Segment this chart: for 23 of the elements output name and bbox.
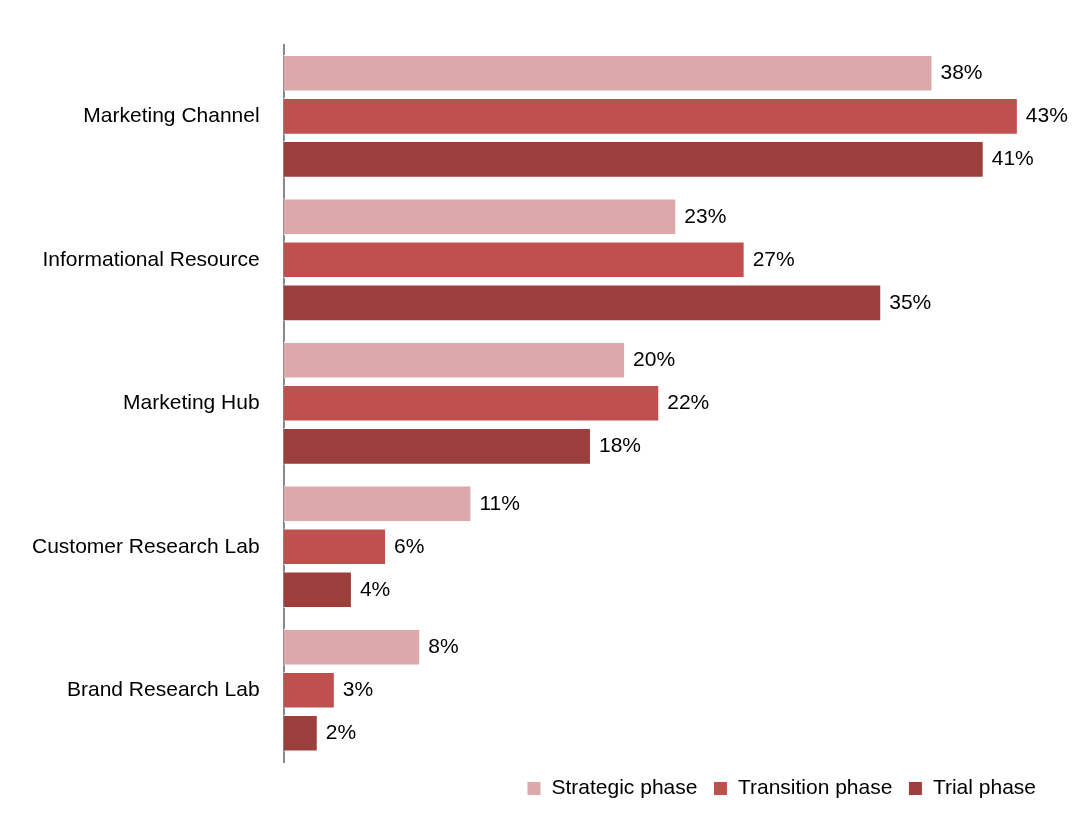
data-label: 27%: [752, 246, 795, 270]
data-label: 41%: [991, 146, 1034, 170]
data-label: 23%: [684, 203, 727, 227]
data-label: 6%: [394, 533, 425, 557]
data-label: 43%: [1025, 103, 1068, 127]
data-label: 38%: [940, 60, 983, 84]
y-tick-label: Marketing Channel: [83, 103, 260, 127]
data-label: 22%: [667, 390, 710, 414]
legend-label: Trial phase: [932, 775, 1037, 799]
data-label: 20%: [633, 347, 676, 371]
y-tick-label: Brand Research Lab: [66, 677, 260, 701]
data-label: 3%: [342, 677, 374, 701]
data-label: 8%: [428, 634, 459, 658]
data-label: 4%: [359, 576, 391, 600]
data-label: 2%: [325, 720, 357, 744]
data-label: 18%: [598, 433, 641, 457]
data-label: 11%: [479, 490, 520, 514]
y-tick-label: Marketing Hub: [123, 390, 260, 414]
legend-label: Strategic phase: [551, 775, 698, 799]
y-tick-label: Informational Resource: [42, 246, 260, 270]
legend-label: Transition phase: [737, 775, 893, 799]
y-tick-label: Customer Research Lab: [32, 533, 260, 557]
data-label: 35%: [889, 289, 932, 313]
